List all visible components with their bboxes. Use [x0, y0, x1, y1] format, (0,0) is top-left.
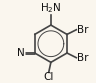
Text: Br: Br — [77, 25, 88, 35]
Text: H$_2$N: H$_2$N — [40, 1, 62, 15]
Text: Cl: Cl — [43, 72, 54, 82]
Text: Br: Br — [77, 53, 88, 63]
Text: N: N — [17, 48, 24, 58]
